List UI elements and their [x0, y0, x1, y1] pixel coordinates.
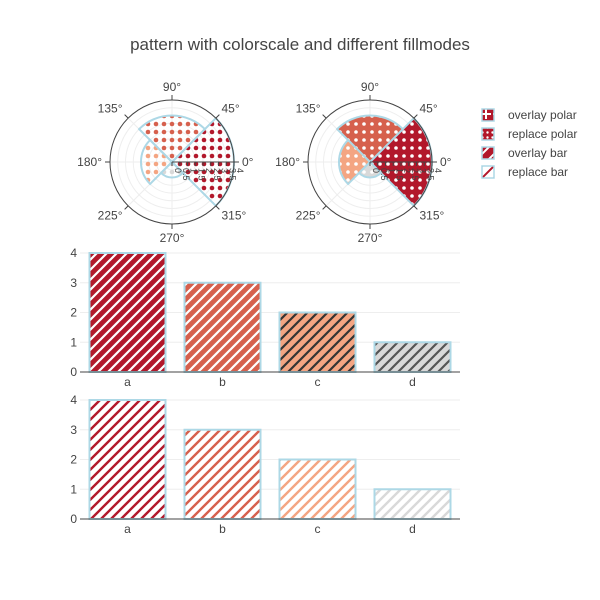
- polar-radial-tick-label: 3: [220, 168, 230, 173]
- bar[interactable]: [278, 311, 357, 373]
- polar-angular-tick-label: 135°: [98, 101, 123, 115]
- polar-radial-tick-label: 1: [189, 168, 199, 173]
- bar-x-tick-label: b: [219, 522, 226, 536]
- polar-angular-tick-label: 225°: [296, 209, 321, 223]
- bar-x-tick-label: b: [219, 375, 226, 389]
- bar-y-tick-label: 3: [70, 276, 77, 290]
- polar-wedge[interactable]: [335, 114, 405, 164]
- polar-radial-tick-label: 2.5: [410, 168, 420, 181]
- polar-angular-tick-label: 90°: [163, 80, 181, 94]
- polar-radial-tick-label: 0: [173, 168, 183, 173]
- polar-radial-tick-label: 2: [204, 168, 214, 173]
- legend-item[interactable]: overlay polar: [481, 108, 577, 122]
- polar-radial-tick-label: 3: [418, 168, 428, 173]
- bar[interactable]: [373, 341, 452, 373]
- bar-x-tick-label: a: [124, 522, 131, 536]
- legend-label: replace bar: [508, 165, 568, 179]
- legend-swatch: [481, 127, 495, 141]
- polar-angular-tick-label: 0°: [440, 155, 452, 169]
- polar-angular-tick-label: 45°: [419, 101, 437, 115]
- polar-angular-tick-label: 315°: [419, 209, 444, 223]
- bar-x-tick-label: c: [315, 375, 321, 389]
- bar-layer: 0 1 2 3 4 a b c d 0 1 2 3 4 a b c d: [70, 246, 460, 536]
- polar-angular-tick-label: 180°: [275, 155, 300, 169]
- polar-radial-tick-label: 0: [371, 168, 381, 173]
- legend-swatch: [481, 146, 495, 160]
- polar-angular-tick-label: 90°: [361, 80, 379, 94]
- bar-chart-2: 0 1 2 3 4 a b c d: [70, 393, 460, 536]
- polar-angular-tick-label: 45°: [221, 101, 239, 115]
- polar-angular-tick-label: 225°: [98, 209, 123, 223]
- polar-angular-tick: [124, 205, 129, 210]
- polar-angular-tick: [215, 114, 220, 119]
- polar-angular-tick-label: 270°: [160, 231, 185, 245]
- bar-y-tick-label: 1: [70, 482, 77, 496]
- polar-angular-tick: [124, 114, 129, 119]
- polar-angular-tick-label: 0°: [242, 155, 254, 169]
- polar-wedge[interactable]: [140, 138, 174, 186]
- polar-radial-tick-label: 2.5: [212, 168, 222, 181]
- bar[interactable]: [373, 488, 452, 520]
- bar-y-tick-label: 4: [70, 393, 77, 407]
- polar-radial-tick-label: 0.5: [181, 168, 191, 181]
- polar-angular-tick: [215, 205, 220, 210]
- bar-chart-1: 0 1 2 3 4 a b c d: [70, 246, 460, 389]
- bar-x-tick-label: c: [315, 522, 321, 536]
- legend-label: overlay bar: [508, 146, 567, 160]
- bar-y-tick-label: 1: [70, 335, 77, 349]
- polar-wedge[interactable]: [338, 138, 372, 186]
- legend-swatch: [481, 165, 495, 179]
- polar-radial-tick-label: 0.5: [379, 168, 389, 181]
- chart-title: pattern with colorscale and different fi…: [130, 35, 470, 54]
- legend-item[interactable]: replace polar: [481, 127, 577, 141]
- legend[interactable]: overlay polar replace polar overlay bar rep…: [481, 108, 577, 179]
- polar-layer: 0°45°90°135°180°225°270°315°00.511.522.5…: [77, 80, 452, 245]
- polar-radial-tick-label: 2: [402, 168, 412, 173]
- polar-radial-tick-label: 1.5: [196, 168, 206, 181]
- bar-y-tick-label: 4: [70, 246, 77, 260]
- polar-radial-tick-label: 3.5: [425, 168, 435, 181]
- polar-wedge[interactable]: [137, 114, 207, 164]
- bar-x-tick-label: a: [124, 375, 131, 389]
- legend-item[interactable]: overlay bar: [481, 146, 567, 160]
- legend-label: replace polar: [508, 127, 577, 141]
- polar-chart-2: 0° 45° 90° 135° 180° 225° 270° 315° 00.511.522.5…: [275, 80, 452, 245]
- polar-chart-1: 0° 45° 90° 135° 180° 225° 270° 315° 00.511.522.5…: [77, 80, 254, 245]
- bar[interactable]: [278, 458, 357, 520]
- bar-y-tick-label: 2: [70, 453, 77, 467]
- bar-y-tick-label: 0: [70, 512, 77, 526]
- polar-radial-tick-label: 1.5: [394, 168, 404, 181]
- polar-angular-tick: [322, 205, 327, 210]
- bar-x-tick-label: d: [409, 375, 416, 389]
- polar-angular-tick-label: 180°: [77, 155, 102, 169]
- legend-swatch: [481, 108, 495, 122]
- polar-wedge[interactable]: [159, 160, 185, 179]
- bar[interactable]: [88, 399, 167, 520]
- bar-y-tick-label: 2: [70, 306, 77, 320]
- bar[interactable]: [183, 428, 262, 520]
- polar-angular-tick-label: 135°: [296, 101, 321, 115]
- polar-angular-tick: [413, 205, 418, 210]
- polar-angular-tick: [322, 114, 327, 119]
- polar-radial-tick-label: 1: [387, 168, 397, 173]
- bar-y-tick-label: 3: [70, 423, 77, 437]
- bar[interactable]: [88, 252, 167, 373]
- bar[interactable]: [183, 281, 262, 373]
- polar-angular-tick: [413, 114, 418, 119]
- polar-angular-tick-label: 270°: [358, 231, 383, 245]
- bar-x-tick-label: d: [409, 522, 416, 536]
- legend-item[interactable]: replace bar: [481, 165, 568, 179]
- legend-label: overlay polar: [508, 108, 577, 122]
- polar-radial-tick-label: 3.5: [227, 168, 237, 181]
- polar-wedge[interactable]: [357, 160, 383, 179]
- polar-radial-tick-label: 4: [433, 168, 443, 173]
- polar-radial-tick-label: 4: [235, 168, 245, 173]
- bar-y-tick-label: 0: [70, 365, 77, 379]
- polar-angular-tick-label: 315°: [221, 209, 246, 223]
